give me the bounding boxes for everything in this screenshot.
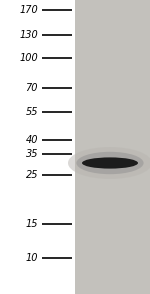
Ellipse shape bbox=[76, 152, 144, 174]
Text: 130: 130 bbox=[19, 30, 38, 40]
Bar bbox=[75, 0, 150, 294]
Bar bbox=[0, 0, 75, 294]
Ellipse shape bbox=[82, 157, 138, 168]
Ellipse shape bbox=[68, 147, 150, 179]
Text: 70: 70 bbox=[26, 83, 38, 93]
Text: 15: 15 bbox=[26, 219, 38, 229]
Text: 170: 170 bbox=[19, 5, 38, 15]
Text: 10: 10 bbox=[26, 253, 38, 263]
Text: 100: 100 bbox=[19, 53, 38, 63]
Text: 25: 25 bbox=[26, 170, 38, 180]
Text: 40: 40 bbox=[26, 135, 38, 145]
Text: 55: 55 bbox=[26, 107, 38, 117]
Text: 35: 35 bbox=[26, 149, 38, 159]
